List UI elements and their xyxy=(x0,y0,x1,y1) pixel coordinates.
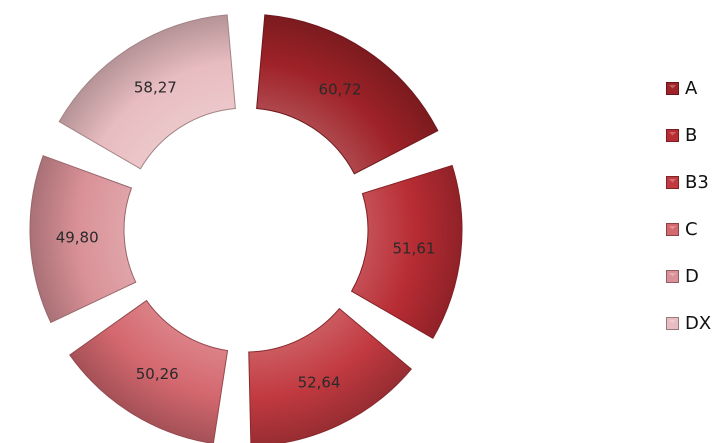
segment-d xyxy=(29,155,137,324)
segment-b xyxy=(350,164,463,339)
legend: A B B3 C D DX xyxy=(666,74,711,356)
legend-swatch-b3 xyxy=(666,176,679,189)
legend-item-dx: DX xyxy=(666,309,711,338)
legend-label-a: A xyxy=(685,78,698,99)
value-label-c: 50,26 xyxy=(136,365,179,383)
value-label-b: 51,61 xyxy=(392,240,435,258)
value-label-b3: 52,64 xyxy=(298,373,341,391)
legend-item-a: A xyxy=(666,74,711,103)
value-labels-group: 60,72 51,61 52,64 50,26 49,80 58,27 xyxy=(56,78,436,391)
segments-group xyxy=(29,14,463,443)
segment-dx xyxy=(58,14,236,170)
legend-swatch-a xyxy=(666,82,679,95)
legend-label-dx: DX xyxy=(685,313,712,334)
value-label-d: 49,80 xyxy=(56,229,99,247)
legend-swatch-dx xyxy=(666,317,679,330)
legend-label-b: B xyxy=(685,125,698,146)
legend-label-c: C xyxy=(685,219,698,240)
segment-c xyxy=(69,299,229,443)
legend-item-d: D xyxy=(666,262,711,291)
legend-item-c: C xyxy=(666,215,711,244)
value-label-a: 60,72 xyxy=(319,81,362,99)
legend-swatch-d xyxy=(666,270,679,283)
segment-a xyxy=(256,14,439,175)
legend-item-b: B xyxy=(666,121,711,150)
legend-swatch-c xyxy=(666,223,679,236)
legend-item-b3: B3 xyxy=(666,168,711,197)
value-label-dx: 58,27 xyxy=(134,78,177,96)
segment-b3 xyxy=(248,307,412,443)
legend-swatch-b xyxy=(666,129,679,142)
legend-label-d: D xyxy=(685,266,699,287)
legend-label-b3: B3 xyxy=(685,172,709,193)
